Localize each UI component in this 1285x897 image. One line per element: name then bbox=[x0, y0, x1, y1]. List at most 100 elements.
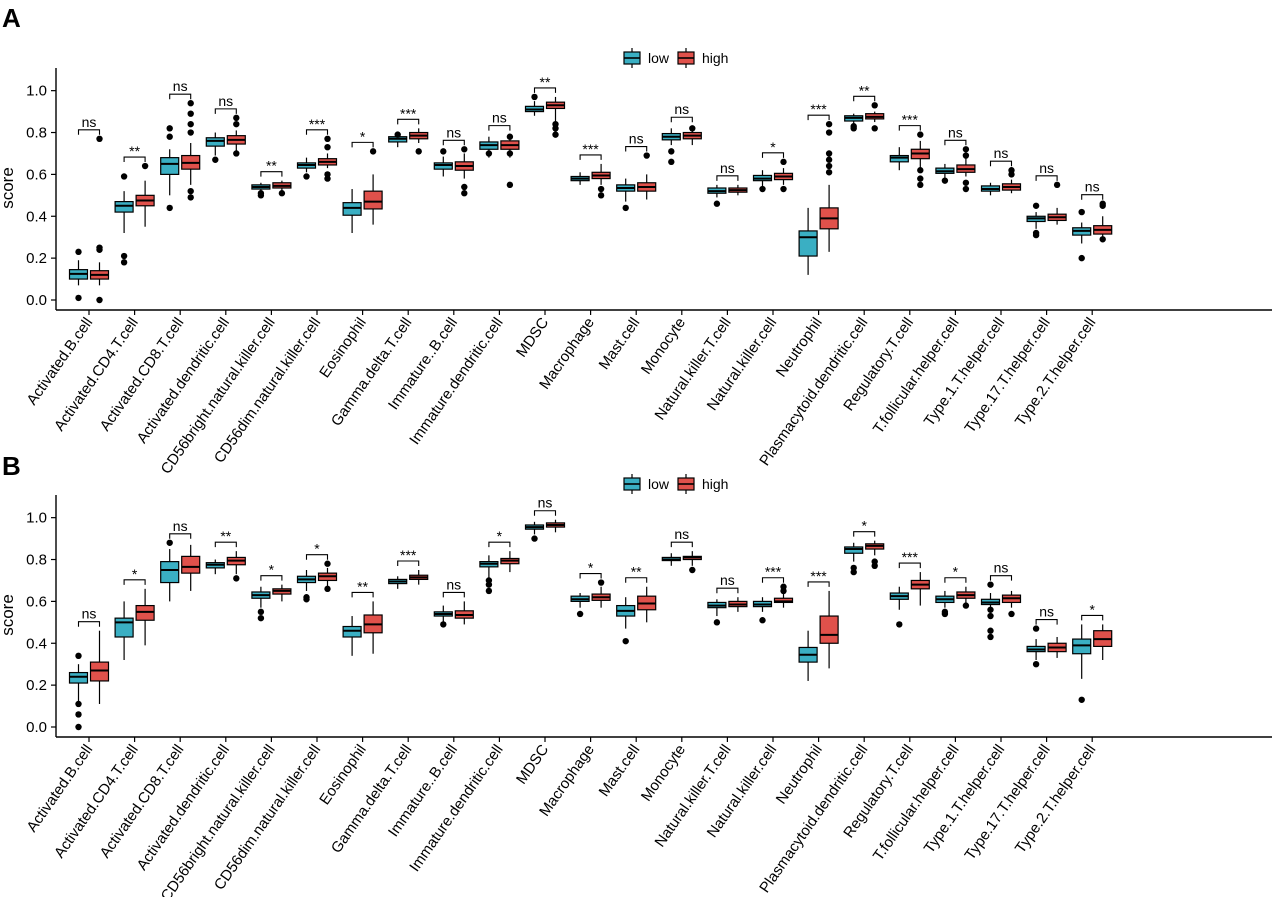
box-high bbox=[1047, 636, 1067, 658]
outlier-point bbox=[917, 167, 924, 174]
significance-label: *** bbox=[400, 105, 417, 121]
outlier-point bbox=[1032, 625, 1040, 632]
outlier-point bbox=[324, 135, 331, 143]
significance-label: * bbox=[269, 562, 275, 578]
outlier-point bbox=[941, 177, 949, 184]
box-low bbox=[68, 664, 89, 702]
outlier-point bbox=[440, 621, 447, 628]
x-category-label: Monocyte bbox=[638, 742, 689, 805]
box-high bbox=[1001, 590, 1022, 608]
outlier-point bbox=[485, 150, 493, 157]
x-category-label: Type.17.T.helper.cell bbox=[962, 742, 1054, 864]
significance-label: ns bbox=[538, 495, 553, 511]
box-high bbox=[728, 184, 748, 196]
significance-label: ns bbox=[674, 101, 689, 117]
box-low bbox=[570, 593, 590, 608]
outlier-point bbox=[850, 123, 857, 130]
box-iqr bbox=[889, 154, 909, 163]
box-low bbox=[479, 136, 499, 158]
significance-bracket bbox=[397, 560, 420, 566]
box-iqr bbox=[181, 555, 201, 574]
legend-key-high: high bbox=[677, 48, 728, 68]
x-category-label: Mast.cell bbox=[596, 315, 644, 373]
outlier-point bbox=[96, 135, 103, 143]
outlier-point bbox=[896, 621, 903, 628]
significance-label: ns bbox=[82, 114, 97, 130]
significance-label: *** bbox=[400, 547, 417, 563]
significance-bracket bbox=[260, 171, 283, 177]
box-iqr bbox=[844, 546, 864, 554]
legend: low high bbox=[623, 48, 728, 68]
outlier-point bbox=[941, 608, 949, 616]
box-low bbox=[479, 555, 499, 579]
outlier-point bbox=[962, 152, 970, 159]
box-high bbox=[865, 111, 885, 123]
x-category-label: Type.1.T.helper.cell bbox=[921, 315, 1009, 430]
box-low bbox=[570, 172, 590, 185]
box-high bbox=[773, 593, 794, 608]
box-iqr bbox=[160, 157, 180, 175]
outlier-point bbox=[825, 162, 833, 170]
outlier-point bbox=[622, 637, 629, 645]
significance-label: * bbox=[360, 128, 366, 144]
significance-label: ns bbox=[1039, 160, 1054, 176]
significance-bracket bbox=[214, 108, 237, 114]
outlier-point bbox=[713, 619, 721, 626]
box-high bbox=[545, 519, 566, 533]
box-iqr bbox=[114, 201, 134, 213]
y-tick-label: 1.0 bbox=[26, 510, 47, 527]
outlier-point bbox=[75, 711, 82, 718]
outlier-point bbox=[187, 129, 194, 136]
outlier-point bbox=[917, 181, 924, 189]
significance-bracket bbox=[397, 118, 420, 125]
significance-label: * bbox=[1089, 601, 1095, 617]
significance-label: ns bbox=[446, 124, 461, 140]
y-tick-label: 0.0 bbox=[26, 292, 47, 309]
y-tick-label: 0.2 bbox=[26, 250, 47, 267]
significance-bracket bbox=[123, 156, 146, 163]
outlier-point bbox=[187, 120, 194, 128]
x-category-label: Monocyte bbox=[638, 315, 689, 378]
outlier-point bbox=[987, 627, 994, 634]
outlier-point bbox=[1032, 229, 1040, 237]
outlier-point bbox=[506, 181, 514, 189]
outlier-point bbox=[506, 150, 514, 157]
outlier-point bbox=[962, 146, 970, 153]
box-high bbox=[728, 597, 748, 612]
box-low bbox=[980, 182, 1001, 196]
outlier-point bbox=[1078, 208, 1085, 216]
outlier-point bbox=[1053, 181, 1061, 189]
outlier-point bbox=[120, 252, 128, 260]
outlier-point bbox=[1099, 236, 1106, 243]
box-iqr bbox=[1072, 638, 1092, 655]
box-high bbox=[637, 174, 657, 200]
outlier-point bbox=[394, 131, 401, 138]
box-low bbox=[296, 157, 317, 173]
box-low bbox=[342, 616, 362, 656]
outlier-point bbox=[825, 120, 833, 128]
significance-label: * bbox=[314, 541, 320, 557]
significance-label: * bbox=[497, 528, 503, 544]
outlier-point bbox=[120, 173, 128, 180]
outlier-point bbox=[96, 244, 103, 251]
box-high bbox=[637, 586, 657, 623]
box-low bbox=[388, 576, 408, 589]
significance-label: ns bbox=[629, 131, 644, 147]
box-low bbox=[798, 630, 818, 681]
box-low bbox=[251, 586, 271, 608]
outlier-point bbox=[96, 296, 103, 304]
x-category-label: Immature.dendritic.cell bbox=[406, 742, 506, 875]
box-iqr bbox=[798, 230, 818, 257]
outlier-point bbox=[917, 175, 924, 182]
box-low bbox=[1072, 222, 1092, 244]
box-low bbox=[68, 260, 89, 286]
box-low bbox=[889, 586, 909, 610]
box-high bbox=[500, 551, 520, 573]
significance-bracket bbox=[351, 591, 374, 598]
box-low bbox=[342, 189, 362, 234]
box-low bbox=[844, 113, 864, 125]
x-category-label: Immature.dendritic.cell bbox=[406, 315, 506, 448]
significance-label: ** bbox=[266, 158, 277, 174]
box-iqr bbox=[89, 661, 110, 682]
outlier-point bbox=[917, 131, 924, 138]
